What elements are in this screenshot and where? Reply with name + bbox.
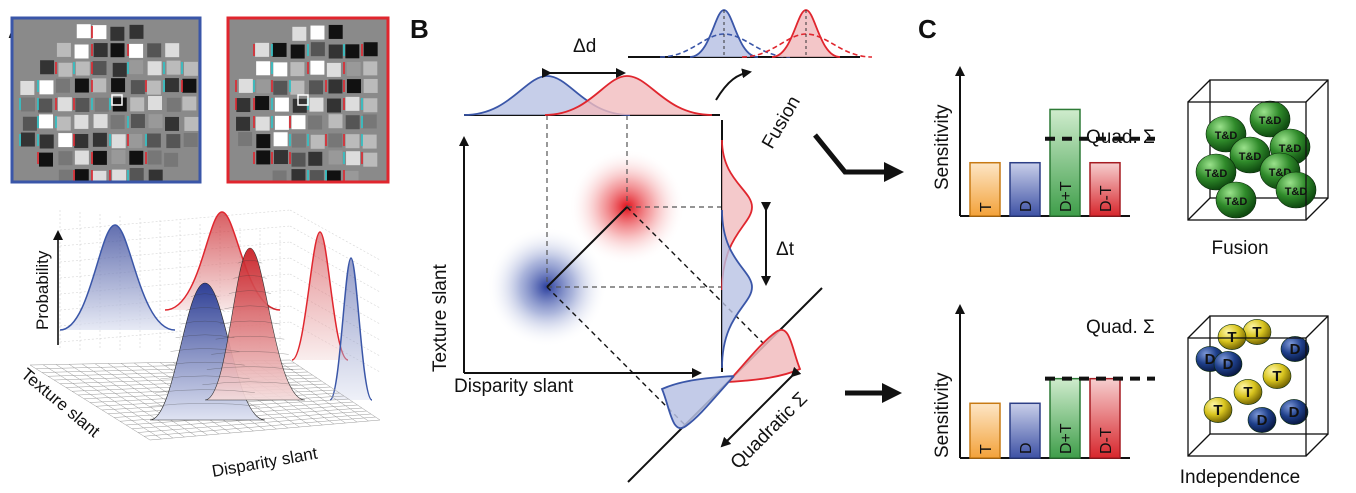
fusion-caption: Fusion (1211, 238, 1268, 259)
disparity-axis-label: Disparity slant (210, 444, 319, 481)
sphere (1280, 336, 1310, 362)
sphere (1249, 100, 1291, 138)
sphere-label: T&D (1279, 143, 1302, 155)
projection-blue-left (60, 225, 175, 330)
bar-d-minus-plus-t (1049, 377, 1081, 459)
sphere (1215, 181, 1257, 219)
sensitivity-top-label: Sensitivity (932, 104, 953, 190)
sphere-label: D (1223, 356, 1234, 373)
panel-b-diagram (459, 9, 873, 483)
sphere-label: T&D (1239, 151, 1262, 163)
sphere (1217, 324, 1247, 350)
sphere (1203, 397, 1233, 423)
sphere-label: T (1243, 384, 1252, 401)
panel-b-letter: B (410, 14, 429, 44)
sphere-label: D (1257, 412, 1268, 429)
sphere-label: T (1213, 402, 1222, 419)
texture-slant-label: Texture slant (430, 264, 451, 372)
quad-sum-top-label: Quad. Σ (1086, 127, 1155, 148)
bar-label: D+T (1058, 181, 1075, 212)
bar-d (1009, 161, 1041, 217)
projection-red-right (292, 232, 348, 360)
sphere-label: T (1272, 368, 1281, 385)
surface-plot (29, 209, 381, 441)
bar-t (969, 161, 1001, 217)
bar-chart-fusion: T D D+T D-T (955, 66, 1155, 217)
sphere (1262, 363, 1292, 389)
sphere (1213, 351, 1243, 377)
sphere-label: T&D (1215, 130, 1238, 142)
stimulus-image-blue (10, 16, 202, 184)
independence-caption: Independence (1180, 467, 1300, 488)
delta-d-label: Δd (573, 36, 596, 57)
bar-label: D (1018, 442, 1035, 454)
bar-d-minus-plus-t (1049, 108, 1081, 217)
delta-t-label: Δt (776, 239, 795, 260)
quad-sum-bottom-label: Quad. Σ (1086, 317, 1155, 338)
bar-label: D (1018, 200, 1035, 212)
fusion-label: Fusion (758, 93, 805, 153)
bar-label: D-T (1098, 185, 1115, 212)
sphere (1229, 136, 1271, 174)
sphere (1279, 399, 1309, 425)
bar-d-minus-t (1089, 161, 1121, 217)
sphere-label: T&D (1205, 168, 1228, 180)
peak-red (204, 247, 306, 401)
stimulus-image-red (226, 16, 390, 184)
bar-d (1009, 402, 1041, 459)
sphere-label: D (1290, 341, 1301, 358)
sensitivity-bottom-label: Sensitivity (932, 372, 953, 458)
bar-t (969, 402, 1001, 459)
panel-c-letter: C (918, 14, 937, 44)
z-axis-label: Probability (33, 250, 52, 330)
arrow-to-fusion (813, 133, 888, 175)
sphere-label: T&D (1285, 186, 1308, 198)
quadratic-sum-label: Quadratic Σ (727, 388, 812, 473)
bar-label: T (978, 444, 995, 454)
sphere-label: T (1252, 324, 1261, 341)
bar-chart-independence: T D D+T D-T (955, 304, 1155, 459)
fusion-cube: T&DT&DT&DT&DT&DT&DT&DT&D (1187, 79, 1329, 221)
bar-label: D-T (1098, 427, 1115, 454)
sphere (1195, 153, 1237, 191)
projection-blue-right (330, 258, 372, 400)
sphere-label: T&D (1259, 115, 1282, 127)
bar-label: D+T (1058, 423, 1075, 454)
bar-label: T (978, 202, 995, 212)
disparity-slant-label: Disparity slant (454, 376, 574, 397)
sphere (1247, 407, 1277, 433)
sphere (1233, 379, 1263, 405)
sphere-label: D (1205, 351, 1216, 368)
sphere-label: T&D (1225, 196, 1248, 208)
sphere-label: D (1289, 404, 1300, 421)
